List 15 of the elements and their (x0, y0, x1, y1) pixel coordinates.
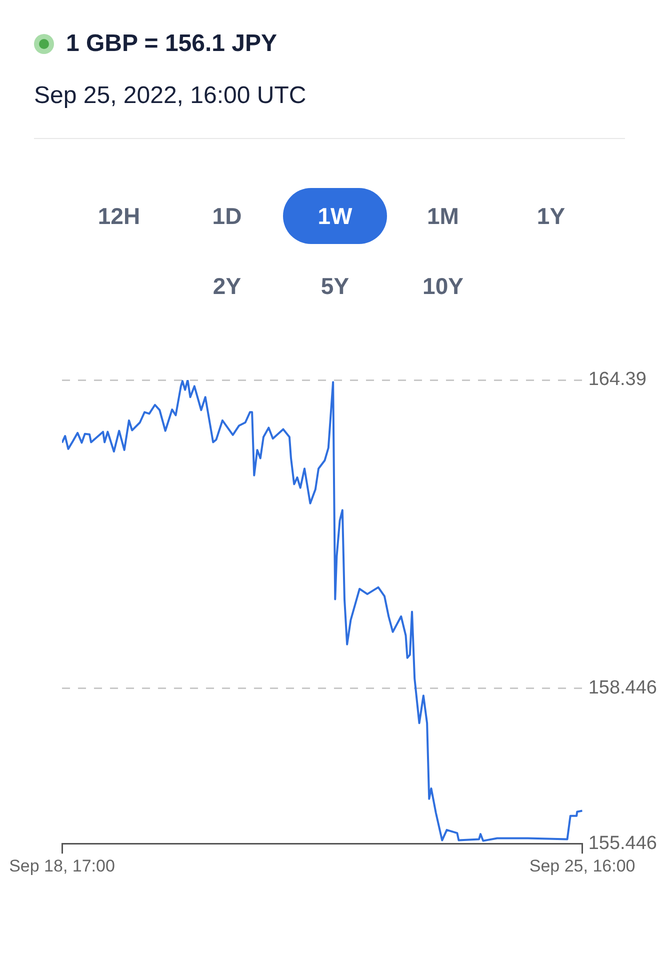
text: 5Y (320, 272, 350, 301)
text: 1D (211, 202, 243, 231)
chart-subtitle: Sep 25, 2022, 16:00 UTC (34, 82, 308, 110)
x-tick-label: Sep 25, 16:00 (529, 856, 636, 876)
text: 1M (426, 202, 460, 231)
text: 1W (283, 188, 387, 244)
text: 1Y (536, 202, 566, 231)
text: 2Y (212, 272, 242, 301)
chart-title: 1 GBP = 156.1 JPY (66, 30, 278, 58)
x-tick-label: Sep 18, 17:00 (9, 856, 115, 876)
y-tick-label: 158.446 (588, 677, 658, 698)
text: 12H (96, 202, 142, 231)
text: 10Y (422, 272, 464, 301)
y-tick-label: 164.39 (588, 369, 646, 390)
y-tick-label: 155.446 (588, 832, 658, 854)
